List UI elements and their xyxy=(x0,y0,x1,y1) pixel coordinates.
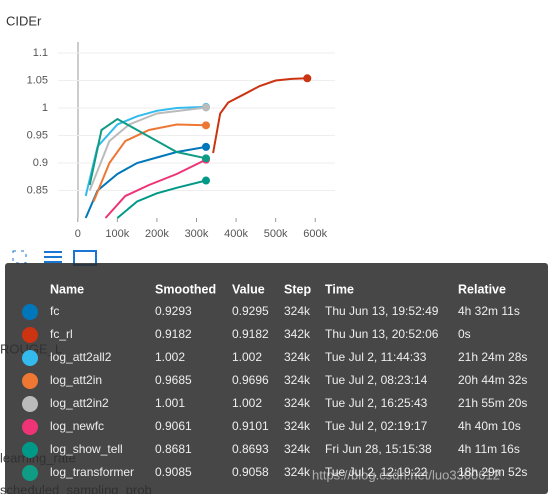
cell: 324k xyxy=(284,442,311,456)
run-name: log_att2all2 xyxy=(50,350,112,364)
cell: 324k xyxy=(284,350,311,364)
cell: 342k xyxy=(284,327,311,341)
column-header: Time xyxy=(325,282,354,296)
x-tick-label: 400k xyxy=(224,228,248,240)
series-swatch xyxy=(22,327,38,343)
cell: 4h 32m 11s xyxy=(458,304,520,318)
end-marker xyxy=(201,176,210,185)
cell: 0.8681 xyxy=(155,442,192,456)
cell: 4h 40m 10s xyxy=(458,419,521,433)
y-tick-label: 1.1 xyxy=(33,47,48,59)
run-name: log_newfc xyxy=(50,419,104,433)
run-name: log_show_tell xyxy=(50,442,123,456)
cell: 0.9293 xyxy=(155,304,192,318)
cell: 0.9085 xyxy=(155,465,192,479)
chart-title: CIDEr xyxy=(6,13,42,28)
cell: 0.9295 xyxy=(232,304,269,318)
series-swatch xyxy=(22,373,38,389)
toolbar-icons[interactable] xyxy=(12,250,97,266)
cell: Tue Jul 2, 02:19:17 xyxy=(325,419,428,433)
list-icon[interactable] xyxy=(44,251,62,263)
series-swatch xyxy=(22,465,38,481)
cell: 324k xyxy=(284,373,311,387)
series-line xyxy=(92,123,207,202)
series-swatch xyxy=(22,442,38,458)
end-marker xyxy=(201,154,210,163)
cell: Tue Jul 2, 08:23:14 xyxy=(325,373,428,387)
tooltip: Name Smoothed Value Step Time Relative fc 0.929… xyxy=(22,282,527,481)
cell: 324k xyxy=(284,396,311,410)
series-line xyxy=(104,158,207,219)
cell: Tue Jul 2, 12:19:22 xyxy=(325,465,428,479)
cell: 0.9696 xyxy=(232,373,269,387)
cell: 324k xyxy=(284,419,311,433)
plot: 0.85 0.9 0.95 1 1.05 1.1 0 100k 200k 300k 400k 500k… xyxy=(27,47,335,240)
y-tick-label: 1 xyxy=(42,102,48,114)
run-name: fc_rl xyxy=(50,327,73,341)
cell: Thu Jun 13, 20:52:06 xyxy=(325,327,439,341)
cell: 0.9101 xyxy=(232,419,269,433)
x-tick-label: 600k xyxy=(303,228,327,240)
cell: 1.002 xyxy=(232,350,262,364)
column-header: Relative xyxy=(458,282,506,296)
series-line xyxy=(116,179,207,219)
end-marker xyxy=(303,74,312,83)
x-tick-label: 100k xyxy=(105,228,129,240)
end-marker xyxy=(201,121,210,130)
y-tick-label: 1.05 xyxy=(27,74,48,86)
run-name: log_att2in2 xyxy=(50,396,109,410)
cell: 21h 24m 28s xyxy=(458,350,527,364)
cell: 0.8693 xyxy=(232,442,269,456)
series-line xyxy=(84,105,207,197)
cell: 324k xyxy=(284,304,311,318)
cell: 0.9061 xyxy=(155,419,192,433)
cell: Tue Jul 2, 16:25:43 xyxy=(325,396,428,410)
tooltip-box xyxy=(5,263,548,494)
series-swatch xyxy=(22,350,38,366)
series-line xyxy=(212,77,308,154)
series-swatch xyxy=(22,419,38,435)
x-tick-label: 200k xyxy=(145,228,169,240)
column-header: Step xyxy=(284,282,311,296)
cell: 21h 55m 20s xyxy=(458,396,527,410)
x-tick-label: 300k xyxy=(185,228,209,240)
fit-icon[interactable] xyxy=(12,250,27,264)
cell: 0.9058 xyxy=(232,465,269,479)
cell: 4h 11m 16s xyxy=(458,442,520,456)
cell: 20h 44m 32s xyxy=(458,373,527,387)
cell: 18h 29m 52s xyxy=(458,465,527,479)
zoom-icon[interactable] xyxy=(73,250,97,266)
end-marker xyxy=(201,142,210,151)
series-swatch xyxy=(22,304,38,320)
watermark: https://blog.csdn.net/luo3300612 xyxy=(312,467,500,482)
cell: 0.9182 xyxy=(155,327,192,341)
cell: Fri Jun 28, 15:15:38 xyxy=(325,442,432,456)
y-tick-label: 0.85 xyxy=(27,184,48,196)
cell: Thu Jun 13, 19:52:49 xyxy=(325,304,439,318)
x-tick-label: 500k xyxy=(264,228,288,240)
y-tick-label: 0.9 xyxy=(33,157,48,169)
cell: 0.9685 xyxy=(155,373,192,387)
x-tick-label: 0 xyxy=(75,228,81,240)
column-header: Name xyxy=(50,282,84,296)
run-name: log_transformer xyxy=(50,465,134,479)
cell: 0.9182 xyxy=(232,327,269,341)
end-marker xyxy=(201,103,210,112)
cell: Tue Jul 2, 11:44:33 xyxy=(325,350,427,364)
series-swatch xyxy=(22,396,38,412)
cell: 1.001 xyxy=(155,396,185,410)
cell: 1.002 xyxy=(232,396,262,410)
run-name: log_att2in xyxy=(50,373,102,387)
run-name: fc xyxy=(50,304,59,318)
cell: 1.002 xyxy=(155,350,185,364)
cell: 324k xyxy=(284,465,311,479)
series-line xyxy=(88,117,207,186)
cell: 0s xyxy=(458,327,471,341)
y-tick-label: 0.95 xyxy=(27,129,48,141)
column-header: Value xyxy=(232,282,265,296)
column-header: Smoothed xyxy=(155,282,216,296)
